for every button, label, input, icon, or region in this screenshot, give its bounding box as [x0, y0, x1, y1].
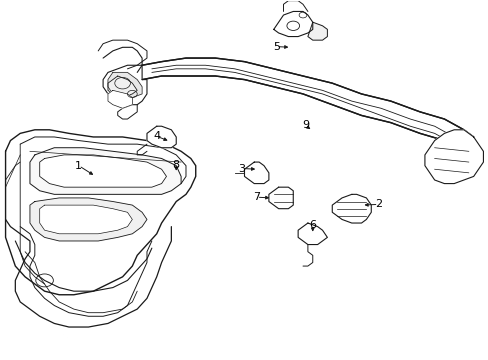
Polygon shape [108, 72, 142, 98]
Polygon shape [424, 130, 483, 184]
Polygon shape [30, 148, 181, 194]
Polygon shape [103, 65, 147, 105]
Polygon shape [307, 22, 327, 40]
Text: 3: 3 [238, 163, 245, 174]
Text: 7: 7 [253, 192, 260, 202]
Polygon shape [142, 58, 473, 158]
Polygon shape [40, 155, 166, 187]
Text: 9: 9 [301, 121, 308, 130]
Polygon shape [5, 130, 195, 295]
Text: 6: 6 [308, 220, 316, 230]
Polygon shape [108, 90, 132, 108]
Polygon shape [40, 205, 132, 234]
Text: 5: 5 [272, 42, 279, 51]
Text: 2: 2 [374, 199, 382, 210]
Polygon shape [298, 223, 327, 244]
Polygon shape [30, 198, 147, 241]
Text: 8: 8 [172, 159, 180, 170]
Text: 1: 1 [75, 161, 82, 171]
Polygon shape [331, 194, 370, 223]
Polygon shape [273, 12, 312, 37]
Polygon shape [268, 187, 293, 209]
Polygon shape [108, 76, 137, 98]
Text: 4: 4 [153, 131, 160, 141]
Polygon shape [147, 126, 176, 148]
Polygon shape [244, 162, 268, 184]
